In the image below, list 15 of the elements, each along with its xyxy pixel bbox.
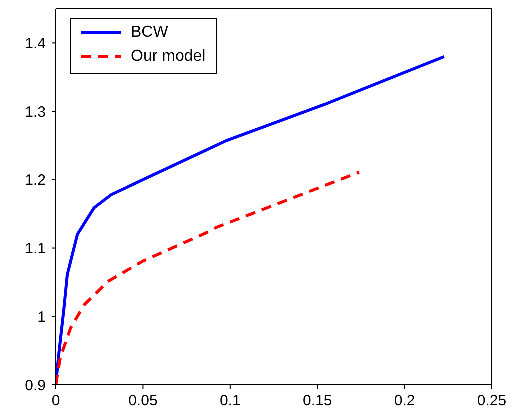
- legend-label: BCW: [131, 23, 168, 43]
- line-series: [56, 170, 361, 385]
- y-tick-label: 1.2: [25, 172, 46, 190]
- x-tick-label: 0.1: [220, 392, 241, 410]
- x-tick-label: 0: [52, 392, 60, 410]
- y-tick-label: 1: [38, 308, 46, 326]
- x-tick-label: 0.2: [394, 392, 416, 410]
- x-tick-label: 0.05: [128, 392, 158, 410]
- y-tick-label: 1.4: [25, 36, 46, 53]
- y-tick-label: 1.1: [25, 240, 46, 258]
- x-tick-label: 0.15: [303, 392, 332, 410]
- y-tick-label: 0.9: [25, 377, 46, 394]
- y-tick-label: 1.3: [25, 104, 46, 121]
- legend-label: Our model: [131, 47, 206, 67]
- x-tick-label: 0.25: [477, 392, 507, 410]
